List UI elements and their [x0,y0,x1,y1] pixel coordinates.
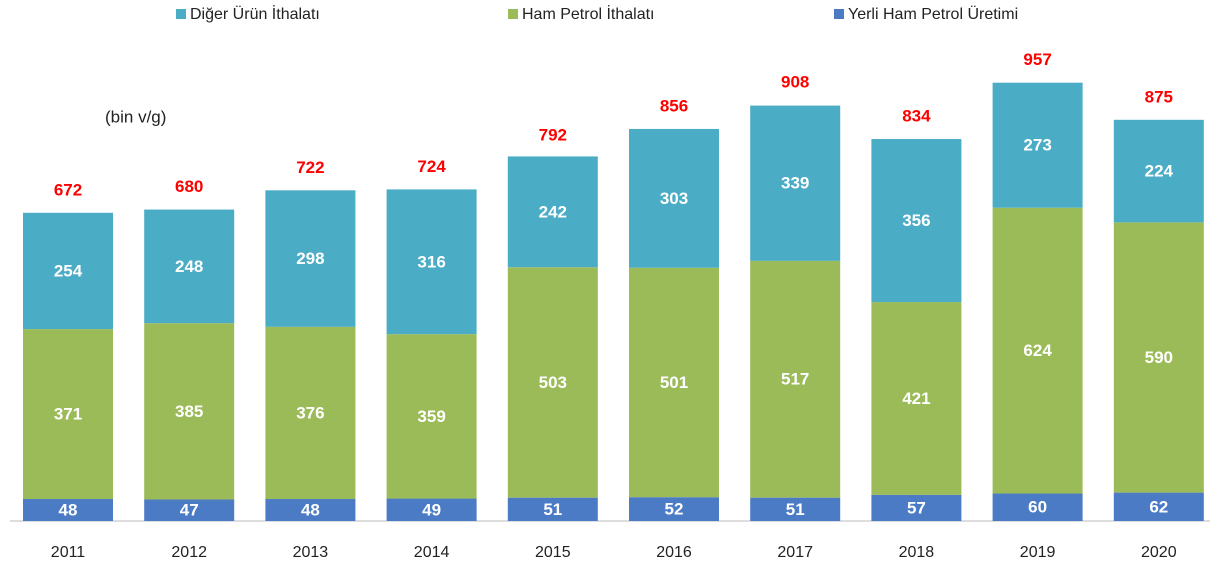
bar-segment [750,497,841,521]
data-label: 254 [54,261,83,280]
bar-segment [629,128,719,268]
data-label: 371 [54,405,82,424]
legend-label: Diğer Ürün İthalatı [190,4,320,23]
bar-segment [386,189,477,335]
bar-segment [507,497,598,521]
bar-segment [144,209,235,324]
legend-swatch [508,9,518,19]
bar-segment [507,156,598,268]
data-label: 49 [422,500,441,519]
bar-segment [23,212,113,330]
bar-segment [144,323,235,500]
bar-segment [750,105,841,261]
data-label: 624 [1023,341,1052,360]
total-label: 792 [539,126,567,145]
data-label: 60 [1028,498,1047,517]
data-label: 316 [417,252,445,271]
bar-segment [23,499,113,521]
bar-segment [507,267,598,498]
bar-segment [871,139,962,303]
x-tick-label: 2017 [777,544,813,561]
bar-segment [265,190,356,327]
data-label: 248 [175,257,203,276]
data-label: 224 [1145,162,1174,181]
x-tick-label: 2011 [51,544,86,561]
data-label: 303 [660,189,688,208]
total-label: 722 [296,158,324,177]
data-label: 503 [539,373,567,392]
bar-segment [992,82,1083,208]
bar-segment [386,334,477,499]
bar-segment [750,260,841,498]
data-label: 47 [180,501,199,520]
bar-segment [1113,119,1204,223]
total-label: 834 [902,107,931,126]
bar-segment [629,267,719,498]
legend-label: Ham Petrol İthalatı [522,4,655,23]
bar-segment [144,499,235,521]
x-tick-label: 2020 [1141,544,1177,561]
data-label: 356 [902,211,930,230]
data-label: 590 [1145,348,1173,367]
bar-segment [629,497,719,521]
data-label: 298 [296,249,324,268]
total-label: 680 [175,177,203,196]
bar-segment [871,494,962,521]
x-tick-label: 2016 [656,544,692,561]
data-label: 273 [1023,136,1051,155]
bar-segment [265,326,356,500]
total-label: 875 [1145,88,1173,107]
bar-segment [23,329,113,500]
bar-segment [1113,222,1204,493]
data-label: 517 [781,370,809,389]
bar-segment [1113,492,1204,521]
data-label: 51 [786,500,805,519]
total-label: 908 [781,73,809,92]
total-label: 957 [1023,50,1051,69]
data-label: 339 [781,174,809,193]
data-label: 501 [660,373,688,392]
data-label: 385 [175,402,203,421]
data-label: 421 [902,389,930,408]
legend-swatch [176,9,186,19]
bar-segment [871,302,962,495]
data-label: 62 [1149,497,1168,516]
legend-swatch [834,9,844,19]
data-label: 57 [907,498,926,517]
x-tick-label: 2015 [535,544,571,561]
data-label: 376 [296,403,324,422]
total-label: 856 [660,96,688,115]
data-label: 48 [301,500,320,519]
data-label: 242 [539,202,567,221]
x-tick-label: 2012 [171,544,207,561]
bar-segment [992,493,1083,521]
data-label: 359 [417,407,445,426]
total-label: 672 [54,181,82,200]
x-tick-label: 2019 [1020,544,1056,561]
bar-segment [992,207,1083,494]
unit-label: (bin v/g) [105,107,166,126]
x-tick-label: 2014 [414,544,450,561]
data-label: 52 [665,500,684,519]
x-tick-label: 2013 [293,544,329,561]
x-tick-label: 2018 [899,544,935,561]
bar-segment [265,499,356,521]
bar-segment [386,498,477,521]
data-label: 51 [543,500,562,519]
data-label: 48 [59,500,78,519]
legend-label: Yerli Ham Petrol Üretimi [848,5,1018,23]
total-label: 724 [417,157,446,176]
